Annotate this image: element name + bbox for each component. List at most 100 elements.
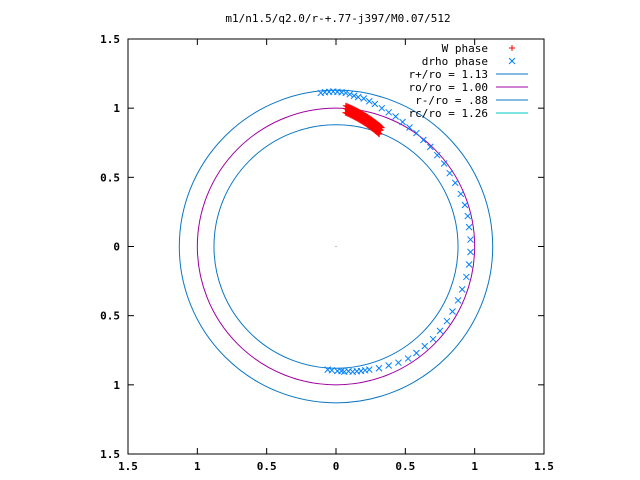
cross-marker: [365, 97, 373, 105]
cross-marker: [465, 261, 473, 268]
cross-b: [385, 362, 393, 369]
cross-b: [360, 95, 368, 102]
cross-marker: [440, 160, 448, 167]
y-tick-label: 1: [113, 379, 120, 392]
cross-marker: [378, 104, 386, 112]
cross-b: [365, 366, 373, 373]
cross-marker: [354, 93, 362, 101]
x-tick-label: 0.5: [395, 460, 415, 473]
cross-b: [350, 92, 358, 100]
cross-marker: [467, 248, 474, 256]
cross-marker: [345, 367, 352, 375]
cross-b: [420, 136, 427, 144]
legend-label: r+/ro = 1.13: [409, 68, 488, 81]
cross-b: [392, 113, 399, 120]
cross-b: [461, 201, 469, 209]
cross-b: [413, 129, 420, 137]
cross-marker: [395, 359, 402, 367]
cross-marker: [420, 136, 427, 144]
cross-marker: [375, 364, 383, 372]
cross-marker: [465, 223, 473, 231]
legend-label: ro/ro = 1.00: [409, 81, 488, 94]
legend-label: drho phase: [422, 55, 488, 68]
radius-circle: [196, 107, 476, 386]
cross-marker: [449, 308, 456, 315]
cross-marker: [385, 362, 393, 369]
cross-b: [365, 97, 373, 105]
cross-b: [446, 169, 454, 177]
cross-b: [457, 190, 465, 198]
cross-marker: [361, 366, 369, 374]
cross-marker: [421, 342, 429, 350]
cross-b: [465, 261, 473, 268]
chart-title: m1/n1.5/q2.0/r-+.77-j397/M0.07/512: [225, 12, 450, 25]
cross-marker: [338, 367, 345, 375]
cross-b: [467, 236, 474, 243]
x-tick-label: 1: [471, 460, 478, 473]
cross-b: [399, 118, 406, 126]
cross-b: [371, 100, 379, 108]
y-tick-label: 0.5: [100, 171, 120, 184]
legend-label: r-/ro = .88: [415, 94, 488, 107]
phase-markers: [317, 88, 474, 376]
cross-b: [354, 93, 362, 101]
cross-b: [458, 286, 466, 293]
plus-marker: [376, 131, 383, 138]
cross-b: [375, 364, 383, 372]
cross-b: [404, 355, 412, 362]
x-tick-label: 1: [194, 460, 201, 473]
cross-b: [451, 179, 459, 187]
cross-b: [443, 317, 451, 325]
legend-label: rc/ro = 1.26: [409, 107, 488, 120]
cross-marker: [371, 100, 379, 108]
cross-b: [433, 151, 441, 159]
axis-ticks: 1.5 1 0.5 0 0.5 1 1.51.510.500.511.5: [100, 33, 554, 473]
cross-marker: [464, 212, 472, 220]
cross-b: [436, 327, 444, 335]
y-tick-label: 1.5: [100, 448, 120, 461]
cross-b: [342, 89, 350, 97]
cross-b: [345, 367, 352, 375]
cross-b: [361, 366, 369, 374]
x-tick-label: 0.5: [257, 460, 277, 473]
cross-marker: [426, 143, 434, 151]
plus-marker: [374, 129, 381, 136]
radius-circle: [213, 124, 459, 369]
cross-b: [454, 297, 462, 304]
cross-marker: [385, 108, 393, 116]
cross-marker: [454, 297, 462, 304]
cross-b: [462, 273, 470, 281]
cross-b: [440, 160, 448, 167]
cross-b: [406, 124, 413, 131]
cross-b: [413, 349, 420, 357]
y-tick-label: 1: [113, 102, 120, 115]
cross-marker: [462, 273, 470, 281]
cross-marker: [429, 335, 437, 343]
cross-marker: [433, 151, 441, 159]
cross-marker: [446, 169, 454, 177]
cross-marker: [467, 236, 474, 243]
cross-marker: [360, 95, 368, 102]
cross-b: [378, 104, 386, 112]
plus-marker: [377, 127, 384, 134]
cross-b: [464, 212, 472, 220]
cross-b: [429, 335, 437, 343]
legend-cross-sample: [508, 57, 516, 65]
y-tick-label: 1.5: [100, 33, 120, 46]
cross-b: [426, 143, 434, 151]
cross-marker: [413, 349, 420, 357]
cross-b: [395, 359, 402, 367]
cross-marker: [342, 89, 350, 97]
cross-marker: [461, 201, 469, 209]
cross-marker: [346, 90, 354, 98]
y-tick-label: 0.5: [100, 310, 120, 323]
cross-b: [346, 90, 354, 98]
cross-marker: [324, 366, 332, 373]
cross-b: [324, 366, 332, 373]
cross-b: [317, 89, 325, 97]
cross-marker: [457, 190, 465, 198]
y-tick-label: 0: [113, 241, 120, 254]
x-tick-label: 1.5: [534, 460, 554, 473]
